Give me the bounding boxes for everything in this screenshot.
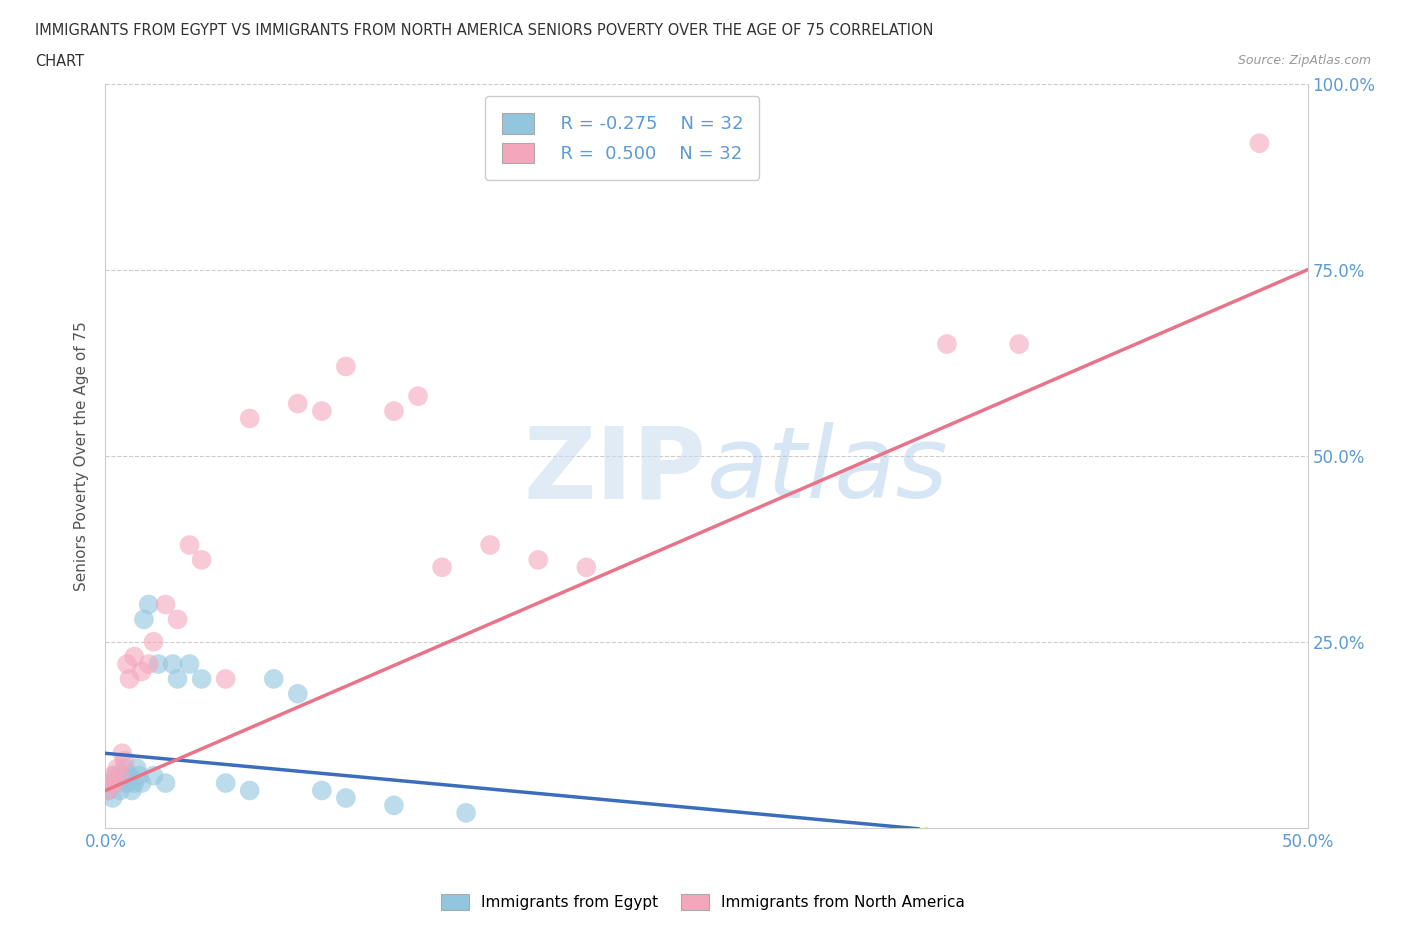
Text: CHART: CHART (35, 54, 84, 69)
Point (382, 798, 405, 813)
Point (239, 783, 262, 798)
Point (118, 671, 141, 686)
Point (936, 337, 959, 352)
Point (98, 776, 121, 790)
Point (107, 776, 129, 790)
Point (114, 753, 136, 768)
Point (162, 657, 184, 671)
Point (101, 768, 124, 783)
Point (263, 671, 285, 686)
Point (166, 612, 188, 627)
Point (98, 776, 121, 790)
Point (190, 552, 212, 567)
Point (454, 805, 477, 820)
Point (101, 790, 124, 805)
Point (128, 768, 150, 783)
Point (1249, 136, 1271, 151)
Point (124, 649, 146, 664)
Point (239, 411, 262, 426)
Point (179, 538, 201, 552)
Point (311, 783, 333, 798)
Legend: Immigrants from Egypt, Immigrants from North America: Immigrants from Egypt, Immigrants from N… (433, 886, 973, 918)
Point (142, 768, 165, 783)
Point (575, 560, 598, 575)
Point (97, 783, 120, 798)
Text: atlas: atlas (707, 422, 948, 519)
Point (335, 790, 357, 805)
Point (179, 657, 201, 671)
Point (214, 671, 236, 686)
Point (125, 761, 148, 776)
Y-axis label: Seniors Poverty Over the Age of 75: Seniors Poverty Over the Age of 75 (75, 321, 90, 591)
Point (287, 686, 309, 701)
Point (131, 664, 153, 679)
Point (138, 657, 160, 671)
Point (131, 776, 153, 790)
Point (527, 552, 550, 567)
Point (406, 389, 429, 404)
Point (108, 768, 131, 783)
Point (142, 634, 165, 649)
Point (166, 671, 188, 686)
Point (190, 671, 212, 686)
Point (97, 783, 120, 798)
Point (382, 404, 405, 418)
Point (104, 776, 127, 790)
Point (430, 560, 453, 575)
Text: IMMIGRANTS FROM EGYPT VS IMMIGRANTS FROM NORTH AMERICA SENIORS POVERTY OVER THE : IMMIGRANTS FROM EGYPT VS IMMIGRANTS FROM… (35, 23, 934, 38)
Point (148, 657, 170, 671)
Point (115, 657, 138, 671)
Point (118, 768, 141, 783)
Point (1008, 337, 1031, 352)
Point (111, 768, 134, 783)
Point (155, 597, 177, 612)
Point (138, 597, 160, 612)
Point (104, 768, 127, 783)
Point (311, 404, 333, 418)
Text: Source: ZipAtlas.com: Source: ZipAtlas.com (1237, 54, 1371, 67)
Point (335, 359, 357, 374)
Point (479, 538, 502, 552)
Point (124, 776, 146, 790)
Point (121, 783, 143, 798)
Point (114, 761, 136, 776)
Text: ZIP: ZIP (523, 422, 707, 519)
Point (107, 761, 129, 776)
Point (155, 776, 177, 790)
Point (214, 776, 236, 790)
Point (132, 612, 155, 627)
Point (111, 746, 134, 761)
Point (287, 396, 309, 411)
Point (108, 783, 131, 798)
Legend:   R = -0.275    N = 32,   R =  0.500    N = 32: R = -0.275 N = 32, R = 0.500 N = 32 (485, 97, 759, 179)
Point (115, 776, 138, 790)
